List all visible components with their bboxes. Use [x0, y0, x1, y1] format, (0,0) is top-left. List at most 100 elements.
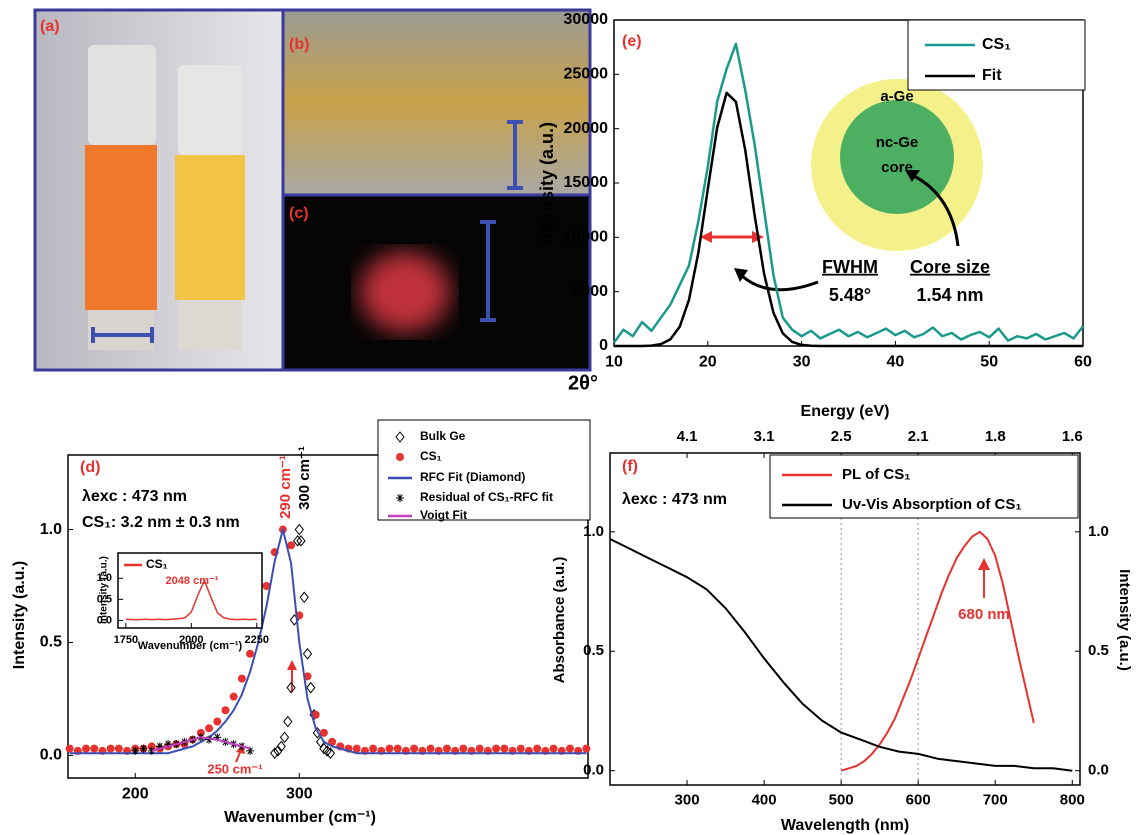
data-point	[131, 746, 140, 755]
annotation: FWHM	[822, 257, 878, 277]
legend-label: Bulk Ge	[420, 429, 466, 443]
annotation: 1.54 nm	[916, 285, 983, 305]
legend-marker	[395, 431, 405, 443]
data-point	[426, 744, 435, 753]
y-tick-label: 0.0	[583, 762, 604, 779]
x-tick-label: 20	[699, 354, 717, 371]
x-tick-label: 700	[983, 791, 1008, 808]
data-point	[147, 746, 156, 755]
data-point	[287, 541, 296, 550]
y-tick-label: 0.5	[583, 642, 604, 659]
y-tick-label: 1.0	[97, 572, 112, 584]
data-point	[369, 744, 378, 753]
y-tick-label: 10000	[564, 229, 609, 246]
x-axis-title: Wavenumber (cm⁻¹)	[138, 640, 243, 652]
data-point	[533, 744, 542, 753]
data-point	[312, 727, 322, 739]
data-point	[155, 742, 164, 751]
data-point	[283, 715, 293, 728]
data-point	[65, 744, 74, 753]
y-tick-label: 0.0	[40, 747, 62, 764]
panel-label: (d)	[80, 459, 100, 476]
data-point	[565, 744, 574, 753]
y2-tick-label: 0.0	[1088, 762, 1109, 779]
data-line	[151, 736, 251, 752]
x-tick-label: 2250	[245, 634, 269, 646]
data-line	[614, 91, 1083, 348]
panel-label: (f)	[622, 458, 638, 475]
panel-label: (c)	[289, 205, 309, 222]
x-tick-label: 400	[752, 791, 777, 808]
core-shell-diagram	[811, 79, 983, 251]
y-tick-label: 15000	[564, 174, 609, 191]
data-point	[516, 744, 525, 753]
annotation: 5.48°	[829, 285, 871, 305]
vial-cap	[178, 65, 242, 155]
vial-orange	[85, 145, 157, 310]
data-point	[237, 674, 246, 683]
x-tick-label: 1750	[114, 634, 138, 646]
annotation: 290 cm⁻¹	[277, 455, 294, 519]
y2-tick-label: 0.5	[1088, 642, 1109, 659]
legend-label: RFC Fit (Diamond)	[420, 470, 525, 484]
x2-axis-title: Energy (eV)	[801, 403, 890, 420]
x2-tick-label: 2.5	[831, 428, 852, 445]
data-point	[492, 744, 501, 753]
data-point	[213, 733, 222, 742]
vial-base	[88, 310, 154, 350]
data-point	[582, 744, 591, 753]
core	[840, 100, 954, 214]
arrow	[741, 274, 819, 292]
data-point	[459, 744, 468, 753]
legend-label: Fit	[982, 67, 1002, 84]
legend-label: Voigt Fit	[420, 508, 467, 522]
arrow	[913, 174, 960, 247]
data-point	[352, 744, 361, 753]
photo-panels: (a) (b) (c)	[33, 8, 592, 372]
scale-bar	[91, 327, 154, 343]
data-line	[840, 530, 1035, 772]
x-tick-label: 10	[605, 354, 623, 371]
scale-bar	[480, 220, 496, 322]
vial-cap	[88, 45, 156, 145]
x2-tick-label: 1.8	[985, 428, 1006, 445]
legend-box	[377, 419, 591, 521]
data-point	[276, 740, 286, 753]
x2-tick-label: 4.1	[677, 428, 698, 445]
y-axis-title: Intensity (a.u.)	[537, 122, 557, 244]
data-point	[549, 744, 558, 753]
data-point	[246, 649, 255, 658]
x-tick-label: 2000	[179, 634, 203, 646]
legend-label: Uv-Vis Absorption of CS₁	[842, 496, 1022, 513]
data-point	[246, 746, 255, 755]
x-tick-label: 40	[887, 354, 905, 371]
y-tick-label: 0.0	[97, 614, 112, 626]
data-point	[500, 744, 509, 753]
annotation: λexc : 473 nm	[622, 491, 727, 508]
x-tick-label: 200	[122, 786, 149, 803]
data-point	[114, 744, 123, 753]
legend-label: CS₁	[982, 36, 1011, 53]
data-point	[410, 744, 419, 753]
legend-box	[907, 19, 1086, 91]
data-point	[270, 747, 280, 759]
y-tick-label: 30000	[564, 11, 609, 28]
x-tick-label: 300	[675, 791, 700, 808]
data-point	[293, 535, 303, 547]
y2-axis-title: Intensity (a.u.)	[1116, 569, 1133, 671]
data-point	[442, 744, 451, 753]
x-tick-label: 30	[793, 354, 811, 371]
plot-frame	[609, 452, 1081, 786]
data-point	[294, 523, 304, 536]
y-tick-label: 1.0	[40, 521, 62, 538]
data-point	[475, 744, 484, 753]
vial-yellow	[175, 155, 245, 300]
data-point	[302, 647, 313, 660]
y-axis-title: Intensity (a.u.)	[11, 561, 28, 669]
annotation: CS₁: 3.2 nm ± 0.3 nm	[82, 514, 240, 531]
y-tick-label: 25000	[564, 66, 609, 83]
x-tick-label: 300	[286, 786, 313, 803]
vial-base	[178, 300, 242, 350]
data-point	[325, 747, 336, 759]
